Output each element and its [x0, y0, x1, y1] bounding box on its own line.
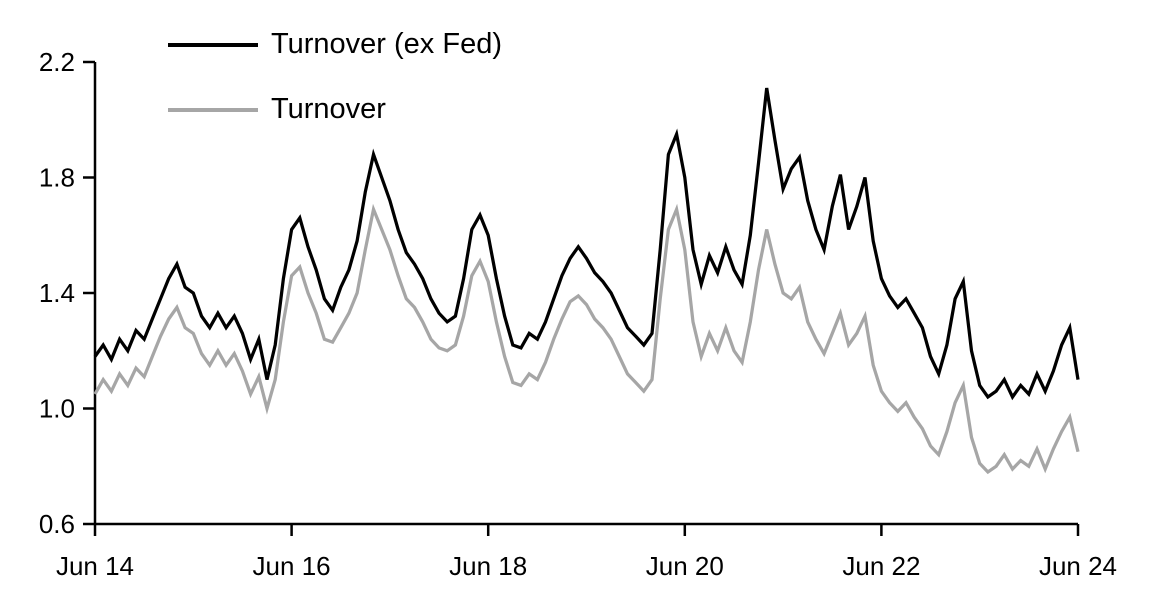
- series-line-turnover: [93, 203, 1080, 475]
- y-axis-tick-label: 1.0: [39, 394, 75, 424]
- legend-label-turnover: Turnover: [271, 93, 386, 125]
- legend: Turnover (ex Fed) Turnover: [168, 12, 502, 142]
- legend-item-turnover-ex-fed: Turnover (ex Fed): [168, 12, 502, 77]
- y-axis-tick-label: 1.4: [39, 278, 75, 308]
- legend-swatch-turnover-ex-fed-line: [168, 42, 258, 47]
- legend-swatch-turnover-line: [168, 107, 258, 112]
- y-axis-tick-label: 2.2: [39, 47, 75, 77]
- legend-item-turnover: Turnover: [168, 77, 502, 142]
- x-axis-tick-label: Jun 16: [253, 551, 331, 581]
- x-axis-tick-label: Jun 22: [842, 551, 920, 581]
- axes: [83, 60, 1080, 536]
- y-axis-tick-label: 1.8: [39, 163, 75, 193]
- x-axis-tick-label: Jun 24: [1039, 551, 1117, 581]
- series-line-turnover-ex-fed: [93, 87, 1080, 401]
- legend-label-turnover-ex-fed: Turnover (ex Fed): [271, 28, 502, 60]
- x-axis-tick-label: Jun 18: [449, 551, 527, 581]
- y-axis-tick-label: 0.6: [39, 509, 75, 539]
- x-axis-tick-label: Jun 20: [646, 551, 724, 581]
- x-axis-tick-label: Jun 14: [56, 551, 134, 581]
